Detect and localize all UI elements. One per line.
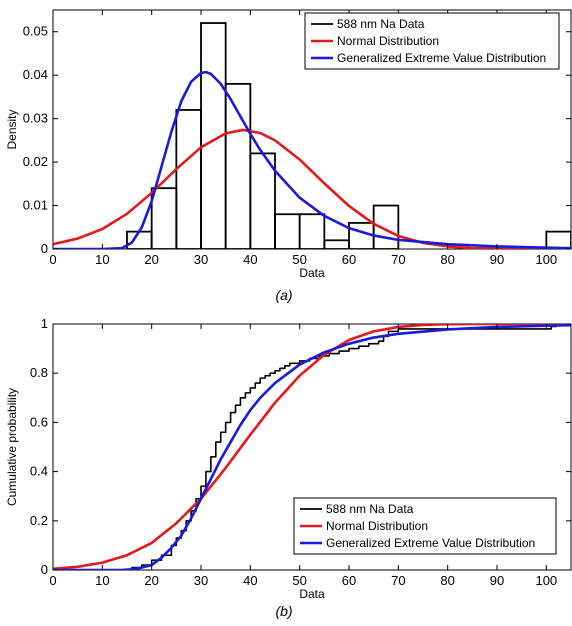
series-line-generalized-extreme-value-distribution bbox=[53, 324, 571, 570]
x-tick-label: 60 bbox=[342, 252, 356, 267]
x-tick-label: 40 bbox=[243, 252, 257, 267]
y-axis-label: Cumulative probability bbox=[5, 388, 19, 506]
x-tick-label: 20 bbox=[144, 573, 158, 588]
histogram-bar-10 bbox=[372, 204, 400, 249]
series-line-normal-distribution bbox=[53, 324, 571, 570]
x-tick-label: 0 bbox=[49, 573, 56, 588]
x-tick-label: 60 bbox=[342, 573, 356, 588]
x-tick-label: 70 bbox=[391, 252, 405, 267]
y-tick-label: 0.04 bbox=[23, 67, 48, 82]
chart-panel-a: 0 10 20 30 40 50 60 70 80 90 100 0 0.01 0.02 0.03 0.04 0… bbox=[5, 9, 572, 303]
y-tick-label: 0.4 bbox=[30, 464, 48, 479]
x-tick-label: 70 bbox=[391, 573, 405, 588]
x-tick-label: 30 bbox=[194, 252, 208, 267]
x-tick-label: 100 bbox=[535, 252, 557, 267]
x-tick-label: 80 bbox=[440, 252, 454, 267]
x-tick-label: 100 bbox=[535, 573, 557, 588]
legend: 588 nm Na Data Normal Distribution General… bbox=[304, 12, 560, 70]
legend-entry: Generalized Extreme Value Distribution bbox=[337, 51, 546, 65]
y-tick-label: 0.03 bbox=[23, 111, 48, 126]
x-tick-label: 50 bbox=[292, 252, 306, 267]
plot-marks bbox=[53, 324, 571, 570]
x-axis-label: Data bbox=[299, 587, 325, 601]
x-tick-label: 20 bbox=[144, 252, 158, 267]
x-tick-label: 10 bbox=[95, 252, 109, 267]
panel-caption: (a) bbox=[275, 287, 292, 303]
x-tick-label: 80 bbox=[440, 573, 454, 588]
legend-entry: 588 nm Na Data bbox=[337, 17, 425, 31]
x-tick-label: 90 bbox=[490, 252, 504, 267]
legend-entry: Normal Distribution bbox=[326, 519, 428, 533]
series-line-normal-distribution bbox=[53, 128, 571, 249]
y-tick-label: 0.05 bbox=[23, 24, 48, 39]
y-tick-label: 0 bbox=[41, 241, 48, 256]
legend-entry: Normal Distribution bbox=[337, 34, 439, 48]
legend-entry: Generalized Extreme Value Distribution bbox=[326, 536, 535, 550]
x-tick-label: 10 bbox=[95, 573, 109, 588]
plot-marks bbox=[53, 22, 571, 249]
x-tick-label: 90 bbox=[490, 573, 504, 588]
y-tick-label: 0.2 bbox=[30, 513, 48, 528]
histogram-bar-7 bbox=[298, 213, 326, 249]
y-tick-label: 0.02 bbox=[23, 154, 48, 169]
y-tick-label: 0 bbox=[41, 562, 48, 577]
series-line-generalized-extreme-value-distribution bbox=[53, 70, 571, 249]
x-axis-label: Data bbox=[299, 266, 325, 280]
legend-box bbox=[304, 12, 560, 70]
y-tick-label: 0.6 bbox=[30, 414, 48, 429]
panel-caption: (b) bbox=[275, 603, 292, 619]
x-tick-label: 50 bbox=[292, 573, 306, 588]
chart-panel-b: 0 10 20 30 40 50 60 70 80 90 100 0 0.2 0.4 0.6 0.8 1 Data… bbox=[5, 316, 572, 619]
x-tick-label: 0 bbox=[49, 252, 56, 267]
x-tick-label: 40 bbox=[243, 573, 257, 588]
y-tick-label: 1 bbox=[41, 316, 48, 331]
x-tick-label: 30 bbox=[194, 573, 208, 588]
legend-entry: 588 nm Na Data bbox=[326, 502, 414, 516]
legend-box bbox=[293, 497, 557, 555]
y-tick-label: 0.8 bbox=[30, 365, 48, 380]
legend: 588 nm Na Data Normal Distribution General… bbox=[293, 497, 557, 555]
y-axis-label: Density bbox=[5, 109, 19, 149]
y-tick-label: 0.01 bbox=[23, 198, 48, 213]
